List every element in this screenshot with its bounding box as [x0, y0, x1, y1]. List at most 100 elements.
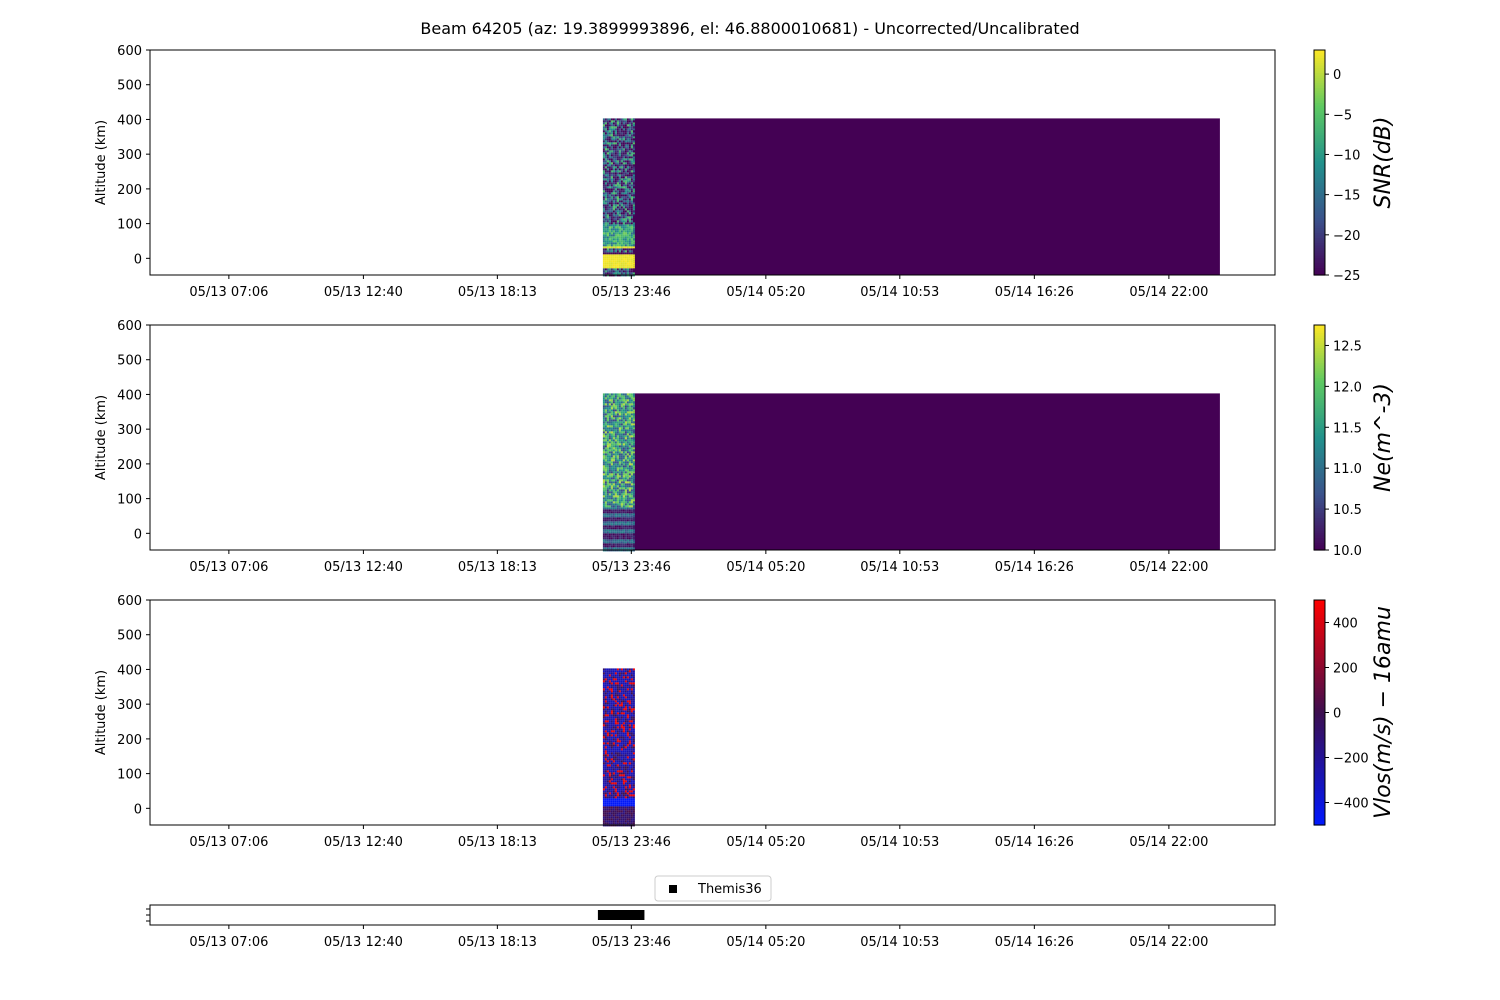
snr-heatmap-cell: [612, 244, 615, 247]
snr-heatmap-cell: [622, 268, 625, 271]
snr-heatmap-cell: [616, 172, 619, 175]
ne-heatmap-cell: [628, 483, 631, 486]
ne-heatmap-cell: [624, 485, 627, 488]
snr-heatmap-cell: [606, 250, 609, 253]
ne-heatmap-cell: [620, 541, 623, 544]
snr-heatmap-cell: [628, 124, 631, 127]
vlos-heatmap-cell: [604, 764, 607, 767]
vlos-heatmap-cell: [618, 792, 621, 795]
ne-heatmap-cell: [612, 417, 615, 420]
vlos-heatmap-cell: [624, 740, 627, 743]
vlos-heatmap-cell: [630, 780, 633, 783]
ne-heatmap-cell: [622, 545, 625, 548]
snr-heatmap-cell: [630, 190, 633, 193]
vlos-heatmap-cell: [612, 798, 615, 801]
ne-heatmap-cell: [630, 507, 633, 510]
snr-heatmap-cell: [620, 226, 623, 229]
snr-heatmap-cell: [608, 122, 611, 125]
ne-heatmap-cell: [612, 517, 615, 520]
vlos-heatmap-cell: [608, 744, 611, 747]
vlos-heatmap-cell: [624, 710, 627, 713]
vlos-heatmap-cell: [626, 740, 629, 743]
ne-heatmap-cell: [612, 421, 615, 424]
vlos-heatmap-cell: [608, 808, 611, 811]
snr-heatmap-cell: [618, 152, 621, 155]
ne-heatmap-cell: [614, 477, 617, 480]
snr-heatmap-cell: [606, 272, 609, 275]
snr-heatmap-cell: [630, 130, 633, 133]
vlos-heatmap-cell: [602, 776, 605, 779]
ne-heatmap-cell: [616, 425, 619, 428]
vlos-heatmap-cell: [614, 678, 617, 681]
vlos-heatmap-cell: [614, 728, 617, 731]
snr-heatmap-cell: [632, 134, 635, 137]
ne-heatmap-cell: [610, 455, 613, 458]
snr-heatmap-cell: [628, 194, 631, 197]
vlos-heatmap-cell: [604, 722, 607, 725]
snr-heatmap-cell: [618, 262, 621, 265]
vlos-heatmap-cell: [618, 780, 621, 783]
ne-heatmap-cell: [622, 489, 625, 492]
snr-heatmap-cell: [618, 222, 621, 225]
vlos-heatmap-cell: [610, 802, 613, 805]
vlos-heatmap-cell: [604, 732, 607, 735]
ne-heatmap-cell: [624, 441, 627, 444]
snr-colorbar-step: [1314, 130, 1325, 134]
snr-heatmap-cell: [604, 272, 607, 275]
ne-heatmap-cell: [630, 519, 633, 522]
vlos-heatmap-cell: [622, 780, 625, 783]
vlos-heatmap-cell: [616, 808, 619, 811]
snr-heatmap-cell: [604, 124, 607, 127]
snr-colorbar-step: [1314, 90, 1325, 94]
snr-heatmap-cell: [618, 252, 621, 255]
vlos-heatmap-cell: [624, 716, 627, 719]
snr-heatmap-cell: [606, 230, 609, 233]
snr-colorbar-step: [1314, 202, 1325, 206]
ne-heatmap-cell: [606, 461, 609, 464]
ne-heatmap-cell: [602, 411, 605, 414]
snr-heatmap-cell: [628, 132, 631, 135]
snr-heatmap-cell: [618, 228, 621, 231]
ne-colorbar-step: [1314, 387, 1325, 391]
snr-heatmap-cell: [604, 206, 607, 209]
vlos-heatmap-cell: [606, 698, 609, 701]
snr-heatmap-cell: [616, 174, 619, 177]
ne-heatmap-cell: [614, 411, 617, 414]
vlos-heatmap-cell: [620, 814, 623, 817]
vlos-colorbar-step: [1314, 780, 1325, 784]
ne-heatmap-cell: [630, 501, 633, 504]
snr-colorbar-step: [1314, 140, 1325, 144]
ne-heatmap-cell: [622, 547, 625, 550]
ne-heatmap-cell: [626, 501, 629, 504]
vlos-colorbar-step: [1314, 767, 1325, 771]
snr-heatmap-cell: [604, 118, 607, 121]
snr-heatmap-cell: [632, 210, 635, 213]
ne-heatmap-cell: [606, 393, 609, 396]
ne-heatmap-cell: [628, 503, 631, 506]
ne-heatmap-cell: [612, 393, 615, 396]
vlos-heatmap-cell: [630, 758, 633, 761]
snr-heatmap-cell: [602, 268, 605, 271]
snr-heatmap-cell: [608, 270, 611, 273]
snr-colorbar-step: [1314, 107, 1325, 111]
vlos-heatmap-cell: [602, 730, 605, 733]
snr-heatmap-cell: [620, 272, 623, 275]
snr-heatmap-cell: [628, 248, 631, 251]
snr-colorbar-step: [1314, 170, 1325, 174]
vlos-heatmap-cell: [602, 810, 605, 813]
snr-heatmap-cell: [620, 120, 623, 123]
ne-heatmap-cell: [602, 401, 605, 404]
ne-heatmap-cell: [626, 393, 629, 396]
snr-heatmap-cell: [630, 244, 633, 247]
ne-heatmap-cell: [614, 465, 617, 468]
vlos-heatmap-cell: [616, 714, 619, 717]
ne-heatmap-cell: [616, 431, 619, 434]
ne-heatmap-cell: [624, 537, 627, 540]
ne-heatmap-cell: [604, 533, 607, 536]
snr-heatmap-cell: [626, 250, 629, 253]
ne-heatmap-cell: [616, 461, 619, 464]
vlos-heatmap-cell: [632, 792, 635, 795]
vlos-heatmap-cell: [622, 764, 625, 767]
ne-heatmap-cell: [610, 393, 613, 396]
snr-heatmap-cell: [622, 242, 625, 245]
